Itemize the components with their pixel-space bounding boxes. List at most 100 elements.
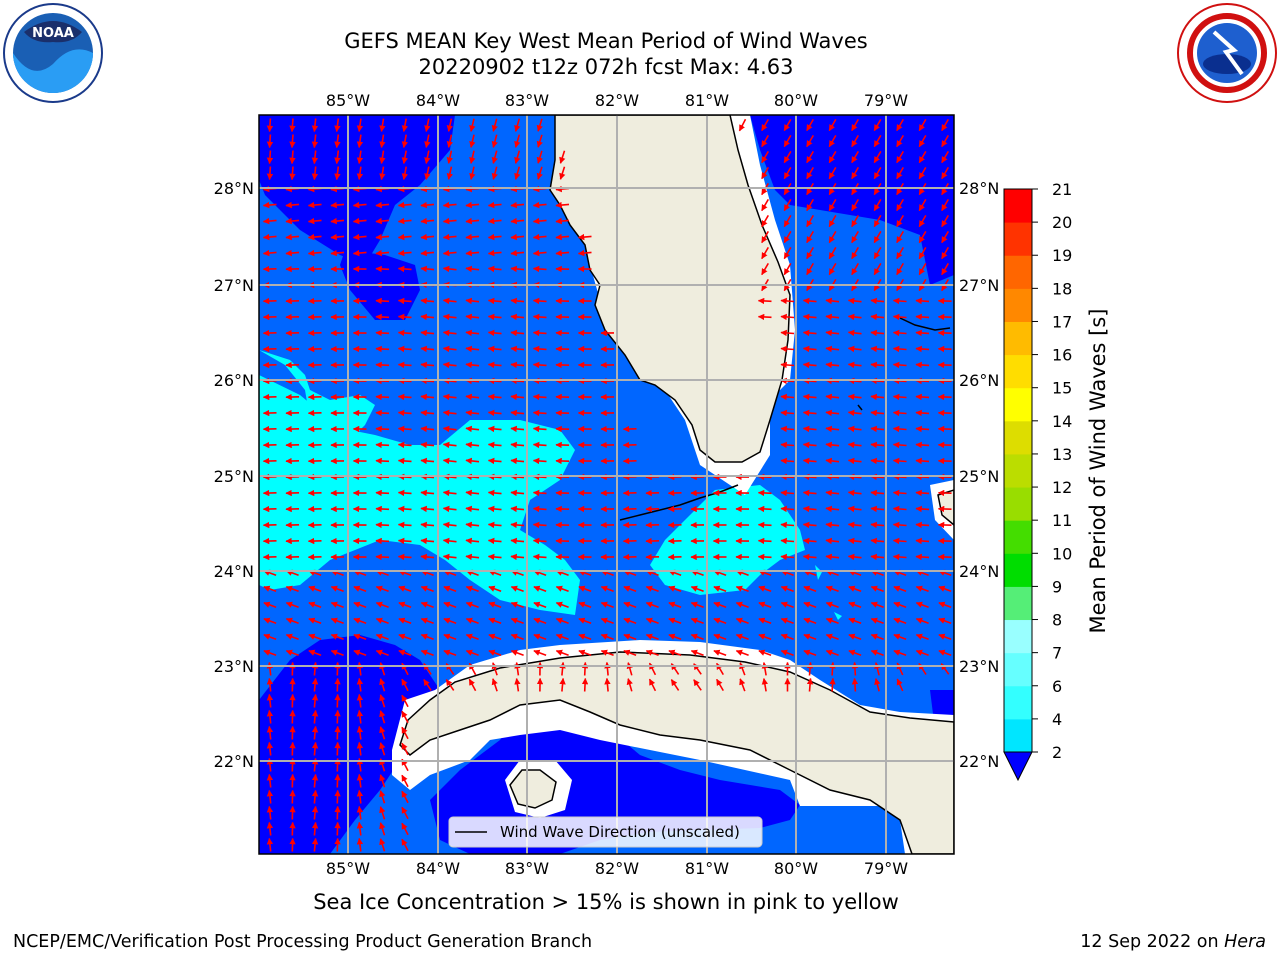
wind-wave-arrow: [379, 678, 386, 692]
wind-wave-arrow: [851, 262, 859, 276]
wind-wave-arrow: [623, 601, 637, 608]
wind-wave-arrow: [420, 617, 434, 624]
wind-wave-arrow: [375, 201, 390, 209]
wind-wave-arrow: [761, 246, 769, 260]
wind-wave-arrow: [285, 233, 300, 241]
wind-wave-arrow: [311, 166, 319, 181]
wind-wave-arrow: [510, 345, 525, 353]
wind-wave-arrow: [510, 489, 525, 497]
wind-wave-arrow: [375, 537, 390, 545]
wind-wave-arrow: [825, 297, 840, 305]
wind-wave-arrow: [847, 537, 862, 545]
wind-wave-arrow: [311, 725, 319, 740]
wind-wave-arrow: [375, 329, 390, 337]
lat-tick-left: 26°N: [214, 371, 254, 390]
wind-wave-arrow: [308, 633, 322, 640]
wind-wave-arrow: [532, 441, 547, 449]
wind-wave-arrow: [690, 585, 704, 592]
wind-wave-arrow: [379, 742, 386, 756]
wind-wave-arrow: [713, 585, 727, 592]
wind-wave-arrow: [266, 166, 274, 181]
wind-wave-arrow: [397, 521, 412, 529]
wind-wave-arrow: [266, 677, 274, 692]
wind-wave-arrow: [375, 441, 390, 449]
wind-wave-arrow: [848, 617, 862, 624]
wind-wave-arrow: [397, 297, 412, 305]
wind-wave-arrow: [870, 329, 885, 337]
wind-wave-arrow: [311, 661, 319, 676]
wind-wave-arrow: [806, 262, 814, 276]
wind-wave-arrow: [870, 393, 885, 401]
wind-wave-arrow: [266, 661, 274, 676]
wind-wave-arrow: [487, 425, 502, 433]
wind-wave-arrow: [780, 617, 794, 624]
colorbar-tick-label: 10: [1052, 544, 1072, 563]
wind-wave-arrow: [533, 601, 547, 608]
chart-subtitle: 20220902 t12z 072h fcst Max: 4.63: [418, 55, 794, 79]
wind-wave-arrow: [848, 649, 862, 656]
wind-wave-arrow: [330, 633, 344, 640]
wind-wave-arrow: [829, 661, 836, 676]
wind-wave-arrow: [581, 677, 589, 692]
colorbar-swatch: [1004, 453, 1032, 488]
wind-wave-arrow: [918, 166, 927, 180]
wind-wave-arrow: [262, 233, 277, 241]
wind-wave-arrow: [442, 329, 457, 337]
wind-wave-arrow: [442, 249, 457, 257]
wind-wave-arrow: [465, 585, 479, 592]
wind-wave-arrow: [311, 837, 319, 852]
lat-tick-right: 28°N: [959, 179, 999, 198]
wind-wave-arrow: [915, 425, 930, 433]
wind-wave-arrow: [825, 617, 839, 624]
land-masses: [399, 115, 954, 854]
wind-wave-arrow: [870, 457, 885, 465]
wind-wave-arrow: [873, 150, 882, 164]
wind-wave-arrow: [870, 505, 885, 513]
wind-wave-arrow: [915, 489, 930, 497]
wind-wave-arrow: [514, 677, 521, 692]
wind-wave-arrow: [941, 230, 949, 244]
wind-wave-arrow: [465, 297, 480, 305]
wind-wave-arrow: [487, 249, 502, 257]
wind-wave-arrow: [285, 217, 300, 225]
wind-wave-arrow: [626, 678, 633, 692]
wind-wave-arrow: [668, 633, 682, 640]
wind-wave-arrow: [873, 134, 882, 148]
wind-wave-arrow: [581, 661, 589, 676]
wind-wave-arrow: [420, 649, 434, 656]
wind-wave-arrow: [896, 230, 904, 244]
wind-wave-arrow: [311, 773, 319, 788]
wind-wave-arrow: [758, 617, 772, 624]
wind-wave-arrow: [379, 150, 386, 165]
wind-wave-arrow: [780, 633, 794, 640]
wind-wave-arrow: [648, 678, 657, 692]
wind-wave-arrow: [847, 521, 862, 529]
wind-wave-arrow: [465, 521, 480, 529]
wind-wave-arrow: [510, 585, 524, 592]
wind-wave-arrow: [851, 150, 859, 164]
wind-wave-arrow: [266, 134, 274, 149]
wind-wave-arrow: [735, 649, 749, 656]
wind-wave-arrow: [465, 393, 480, 401]
lat-tick-left: 23°N: [214, 657, 254, 676]
wind-wave-arrow: [379, 694, 386, 708]
wind-wave-arrow: [379, 774, 386, 788]
wind-wave-arrow: [510, 521, 525, 529]
wind-wave-arrow: [828, 246, 837, 260]
wind-wave-arrow: [870, 489, 885, 497]
lat-ticks-left: 28°N 27°N 26°N 25°N 24°N 23°N 22°N: [214, 179, 254, 771]
lat-tick-right: 22°N: [959, 752, 999, 771]
wind-wave-arrow: [487, 521, 502, 529]
wind-wave-arrow: [915, 361, 930, 369]
wind-wave-arrow: [870, 297, 885, 305]
wind-wave-arrow: [442, 553, 457, 561]
wind-wave-arrow: [375, 265, 390, 273]
wind-wave-arrow: [263, 585, 277, 592]
wind-wave-arrow: [915, 585, 929, 592]
wind-wave-arrow: [330, 233, 345, 241]
colorbar-tick-label: 18: [1052, 279, 1072, 298]
wind-wave-arrow: [375, 505, 390, 513]
wind-wave-arrow: [398, 649, 412, 656]
wind-wave-arrow: [510, 265, 525, 273]
wind-wave-arrow: [356, 118, 364, 133]
